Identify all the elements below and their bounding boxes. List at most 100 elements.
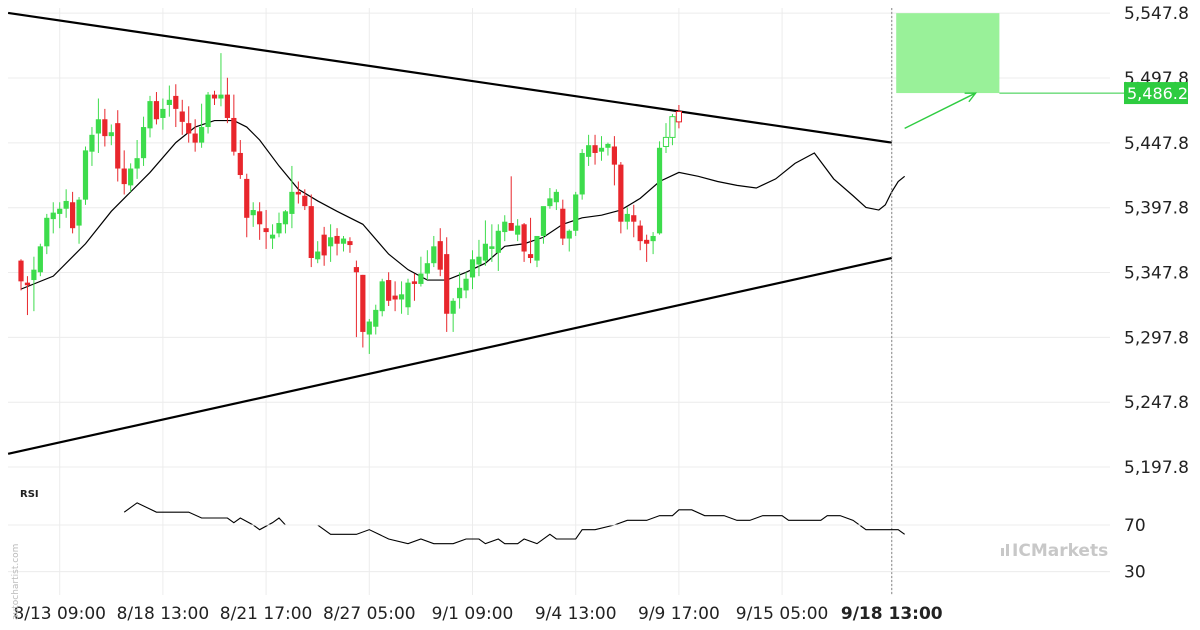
candle [437,228,443,277]
candle [199,103,205,148]
candle [24,276,31,316]
candle-body [302,195,308,207]
candle-body [63,200,69,209]
candle [624,207,630,230]
candle [469,250,476,290]
candles-layer [18,53,682,354]
price-tick-label: 5,547.8 [1124,4,1189,24]
time-tick-label: 8/27 05:00 [323,604,416,624]
candle [37,243,43,277]
candle-body [598,147,605,152]
time-tick-label: 8/18 13:00 [117,604,210,624]
candle-body [656,147,663,234]
candle-body [469,259,476,278]
candle [231,94,237,156]
candle [463,272,469,299]
candle-body [463,278,469,291]
projection-arrow-head [964,92,978,103]
candle [527,217,534,264]
candle [153,92,160,125]
candle [328,224,334,262]
candle-body [334,235,340,244]
trendline-layer [7,11,892,455]
candle-body [605,143,611,148]
candle [63,189,69,218]
candle [31,256,37,312]
rsi-panel: RSI [20,489,905,545]
candle-body [134,158,140,169]
candle-body [566,230,572,239]
price-tick-label: 5,297.8 [1124,328,1189,348]
candle [457,272,463,309]
candle [205,92,211,134]
candle-body [24,282,31,286]
candle-body [269,234,276,239]
candle-body [579,152,585,195]
candle-body [218,94,224,99]
candle-body [295,191,301,195]
candle [669,114,676,146]
candle-body [282,211,289,225]
candle [302,189,308,211]
candle [566,229,572,252]
candle [76,197,82,244]
candle-body [147,101,153,129]
candle-body [418,273,424,284]
candle [411,273,418,301]
candle [508,176,514,231]
rsi-axis-labels: 70 30 [8,516,1146,583]
candle-body [431,246,437,264]
candle-body [592,145,598,153]
candle [631,204,637,238]
target-zone-layer [896,13,1125,94]
candle-body [211,94,218,99]
candle [637,220,643,251]
candle-body [37,246,43,273]
candle-body [527,254,534,259]
candle [675,104,682,129]
candle [179,99,185,135]
candle-body [360,274,366,332]
rsi-tick-label: 30 [1124,563,1146,583]
candle [398,281,405,314]
time-tick-label: 9/18 13:00 [841,604,943,624]
candle-body [347,241,353,246]
candle [218,53,224,107]
candle [534,235,540,268]
price-tick-label: 5,247.8 [1124,393,1189,413]
price-tick-label: 5,347.8 [1124,264,1189,284]
rsi-tick-label: 70 [1124,516,1146,536]
candle [82,146,89,205]
candle-body [250,210,256,216]
candle-body [315,251,321,260]
candle [70,191,76,234]
candle [224,77,230,124]
candle-body [82,150,89,200]
candle-body [586,145,592,157]
candle [308,194,314,268]
candle-body [108,132,114,137]
candle [573,191,579,236]
trendline-lower [7,256,892,455]
candle-body [31,269,37,281]
candle [237,140,243,179]
candle-body [521,224,527,252]
candle [192,119,198,152]
candle-body [482,243,488,261]
candle-body [186,123,192,134]
candle [211,90,218,105]
logo-prefix: IC [1012,541,1031,561]
candle [662,123,670,153]
candle [560,199,566,246]
candle-body [411,281,418,284]
candle [128,163,134,192]
candle-body [140,127,147,159]
candle [166,85,172,117]
candle-body [392,295,398,300]
candle-body [631,215,637,222]
time-tick-label: 9/9 17:00 [638,604,720,624]
candle [656,141,663,235]
candle [18,259,24,291]
projection-arrow-layer [904,92,978,129]
